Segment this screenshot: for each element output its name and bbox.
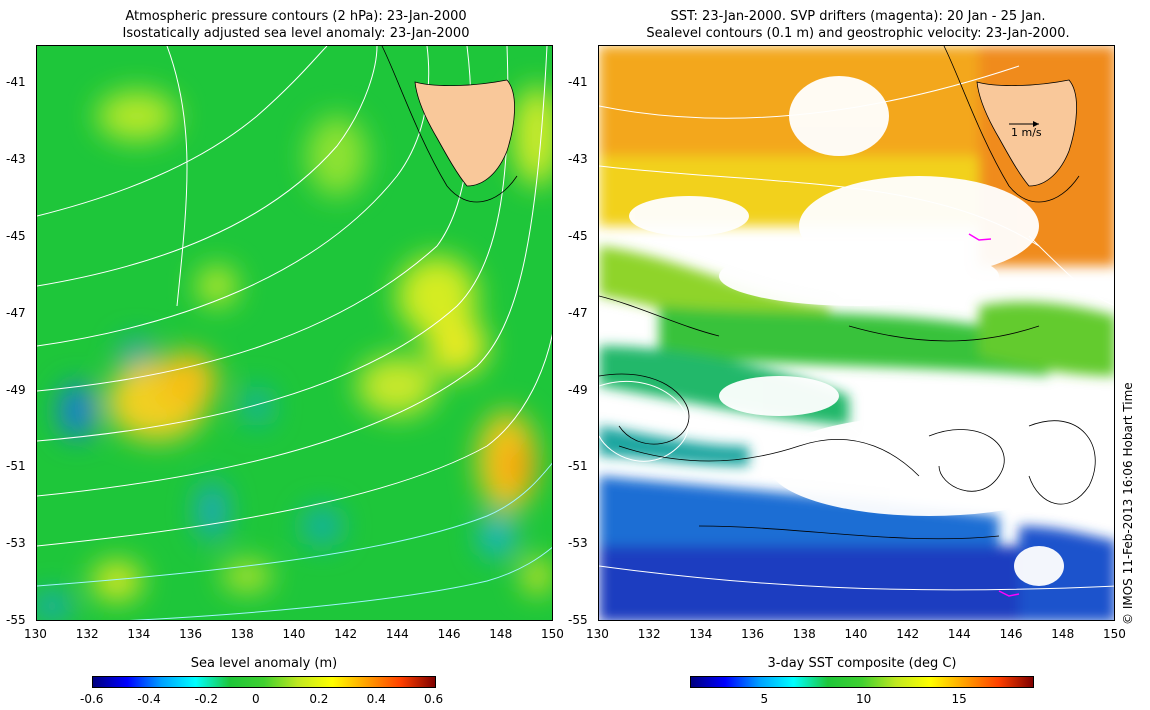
left-title-line1: Atmospheric pressure contours (2 hPa): 2… [125,9,467,24]
left-lat-tick: -51 [6,459,26,474]
right-colorbar-tick: 5 [760,692,769,706]
left-lon-tick: 142 [334,627,358,641]
left-colorbar-tick: -0.6 [80,692,104,706]
left-lon-tick: 148 [489,627,513,641]
sst-map: 1 m/s [598,45,1115,621]
left-title-line2: Isostatically adjusted sea level anomaly… [122,26,470,41]
left-lon-tick: 134 [127,627,151,641]
right-lat-tick: -51 [568,459,588,474]
left-lon-tick: 146 [437,627,461,641]
drifter-track [968,233,992,241]
right-title-line1: SST: 23-Jan-2000. SVP drifters (magenta)… [670,9,1046,24]
right-lon-tick: 138 [792,627,816,641]
right-colorbar-label: 3-day SST composite (deg C) [767,656,957,671]
drifter-track-2 [998,590,1020,597]
left-colorbar-tick: -0.2 [194,692,219,706]
sealevel-contours [599,65,1114,591]
left-lon-tick: 130 [24,627,47,641]
left-lon-tick: 138 [230,627,254,641]
right-lon-tick: 146 [999,627,1023,641]
right-lon-tick: 148 [1051,627,1075,641]
right-lat-tick: -43 [568,152,588,167]
left-lat-tick: -53 [6,536,26,551]
right-lon-tick: 136 [741,627,764,641]
right-lon-tick: 150 [1103,627,1126,641]
right-lat-tick: -45 [568,229,588,243]
right-colorbar-tick: 15 [951,692,967,706]
right-lon-tick: 142 [896,627,920,641]
left-lat-tick: -43 [6,152,26,167]
left-colorbar-tick: -0.4 [137,692,161,706]
left-lat-tick: -49 [6,382,26,397]
left-lon-tick: 144 [385,627,409,641]
credit-text: © IMOS 11-Feb-2013 16:06 Hobart Time [1121,382,1135,625]
right-lon-tick: 132 [637,627,661,641]
left-lon-tick: 132 [75,627,99,641]
velocity-streamlines [599,295,1096,540]
sea-level-anomaly-map [36,45,553,621]
right-colorbar [690,676,1034,688]
right-lat-tick: -55 [568,613,588,627]
left-lat-tick: -45 [6,229,26,243]
left-title: Atmospheric pressure contours (2 hPa): 2… [36,8,556,42]
velocity-scale-label: 1 m/s [1011,126,1042,139]
left-colorbar-tick: 0.6 [424,692,444,706]
left-lat-tick: -55 [6,613,26,627]
right-lat-tick: -49 [568,382,588,397]
left-colorbar-tick: 0.2 [309,692,329,706]
right-colorbar-tick: 10 [856,692,872,706]
right-lat-tick: -41 [568,75,588,90]
right-lon-tick: 130 [586,627,609,641]
right-lon-tick: 140 [844,627,868,641]
right-lon-tick: 134 [689,627,713,641]
left-colorbar-tick: 0.4 [366,692,386,706]
left-colorbar-tick: 0 [252,692,260,706]
left-colorbar [92,676,436,688]
sea-level-anomaly-field [37,46,552,620]
tasmania-land [414,79,515,187]
sst-field [599,46,1114,620]
right-title-line2: Sealevel contours (0.1 m) and geostrophi… [646,26,1070,41]
right-lat-tick: -53 [568,536,588,551]
left-lat-tick: -41 [6,75,26,90]
left-lat-tick: -47 [6,305,26,320]
right-lon-tick: 144 [947,627,971,641]
right-title: SST: 23-Jan-2000. SVP drifters (magenta)… [598,8,1118,42]
right-lat-tick: -47 [568,305,588,320]
tasmania-land-sst [976,79,1077,187]
left-lon-tick: 136 [179,627,202,641]
left-colorbar-label: Sea level anomaly (m) [190,656,338,671]
left-lon-tick: 150 [541,627,564,641]
left-lon-tick: 140 [282,627,306,641]
